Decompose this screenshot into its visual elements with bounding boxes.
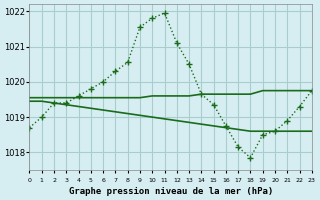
X-axis label: Graphe pression niveau de la mer (hPa): Graphe pression niveau de la mer (hPa) xyxy=(68,187,273,196)
